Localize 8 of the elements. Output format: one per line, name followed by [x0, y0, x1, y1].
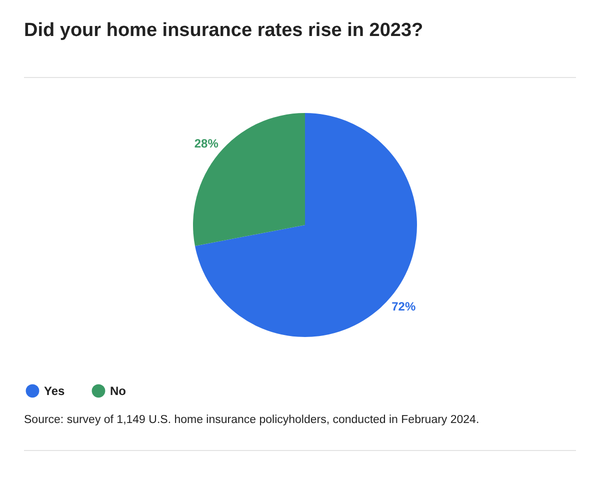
pie-slice: [193, 113, 305, 246]
data-label: 28%: [194, 136, 219, 150]
pie-slice: [194, 113, 417, 337]
data-label: 72%: [392, 300, 416, 314]
legend-label: No: [110, 384, 126, 398]
chart-title: Did your home insurance rates rise in 2023?: [24, 20, 424, 42]
legend-label: Yes: [44, 384, 66, 398]
source-note: Source: survey of 1,149 U.S. home insurance policyholders, conducted in February 2024.: [24, 414, 480, 426]
